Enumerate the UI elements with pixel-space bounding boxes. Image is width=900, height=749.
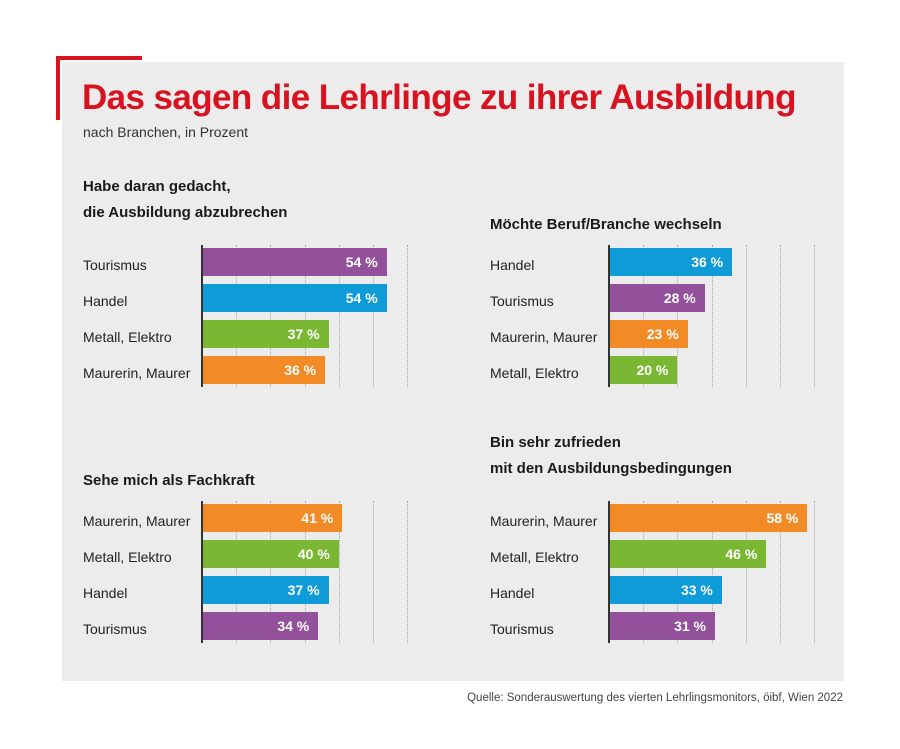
gridline [304,501,306,643]
chart-title: Sehe mich als Fachkraft [83,468,423,494]
gridline [677,245,679,387]
chart-axis [201,501,203,643]
category-label: Tourismus [490,621,554,637]
bar-handel [202,576,329,604]
gridline [780,245,781,387]
bar-metall-elektro [609,356,678,384]
value-label: 40 % [297,546,330,562]
category-label: Metall, Elektro [83,329,172,345]
gridline [745,501,747,643]
value-label: 28 % [663,290,696,306]
bar-maurerin-maurer [202,356,326,384]
bar-handel [609,248,733,276]
gridline [814,245,816,387]
chart-title: Möchte Beruf/Branche wechseln [490,212,830,238]
gridline [373,245,374,387]
bar-tourismus [202,248,387,276]
category-label: Metall, Elektro [490,549,579,565]
value-label: 46 % [725,546,758,562]
accent-bar-horizontal [56,56,142,60]
value-label: 37 % [287,326,320,342]
gridline [814,501,816,643]
value-label: 54 % [345,290,378,306]
category-label: Tourismus [490,293,554,309]
page-subtitle: nach Branchen, in Prozent [83,124,248,140]
value-label: 36 % [691,254,724,270]
category-label: Maurerin, Maurer [490,513,598,529]
chart-axis [608,245,610,387]
value-label: 34 % [277,618,310,634]
gridline [780,501,781,643]
gridline [373,501,374,643]
category-label: Tourismus [83,621,147,637]
bar-maurerin-maurer [609,320,688,348]
category-label: Tourismus [83,257,147,273]
chart-title: Bin sehr zufrieden mit den Ausbildungsbed… [490,430,830,482]
gridline [677,501,679,643]
bar-metall-elektro [609,540,767,568]
category-label: Maurerin, Maurer [83,513,191,529]
category-label: Maurerin, Maurer [83,365,191,381]
chart-title-line: mit den Ausbildungsbedingungen [490,460,732,477]
chart-axis [201,245,203,387]
chart-axis [608,501,610,643]
bar-maurerin-maurer [202,504,343,532]
value-label: 20 % [636,362,669,378]
chart-title-line: Bin sehr zufrieden [490,434,621,451]
value-label: 37 % [287,582,320,598]
bar-handel [202,284,387,312]
chart-title-line: die Ausbildung abzubrechen [83,204,288,221]
bar-tourismus [202,612,319,640]
gridline [711,245,713,387]
bar-tourismus [609,284,705,312]
category-label: Handel [83,585,128,601]
gridline [407,501,409,643]
value-label: 58 % [766,510,799,526]
chart-title: Habe daran gedacht, die Ausbildung abzubr… [83,174,423,226]
value-label: 31 % [674,618,707,634]
bar-tourismus [609,612,716,640]
bar-maurerin-maurer [609,504,808,532]
value-label: 36 % [284,362,317,378]
gridline [338,501,340,643]
accent-bar-vertical [56,56,60,120]
gridline [338,245,340,387]
gridline [643,245,645,387]
category-label: Metall, Elektro [490,365,579,381]
category-label: Handel [83,293,128,309]
value-label: 41 % [301,510,334,526]
gridline [304,245,306,387]
gridline [711,501,713,643]
source-note: Quelle: Sonderauswertung des vierten Leh… [467,692,843,704]
page-title: Das sagen die Lehrlinge zu ihrer Ausbild… [82,78,796,117]
gridline [407,245,409,387]
bar-metall-elektro [202,540,339,568]
category-label: Handel [490,585,535,601]
category-label: Handel [490,257,535,273]
value-label: 23 % [646,326,679,342]
value-label: 33 % [680,582,713,598]
gridline [745,245,747,387]
value-label: 54 % [345,254,378,270]
chart-title-line: Möchte Beruf/Branche wechseln [490,216,722,233]
category-label: Maurerin, Maurer [490,329,598,345]
category-label: Metall, Elektro [83,549,172,565]
bar-metall-elektro [202,320,329,348]
gridline [236,501,238,643]
chart-title-line: Habe daran gedacht, [83,178,231,195]
chart-title-line: Sehe mich als Fachkraft [83,472,255,489]
gridline [270,245,272,387]
bar-handel [609,576,722,604]
gridline [270,501,272,643]
gridline [236,245,238,387]
gridline [643,501,645,643]
